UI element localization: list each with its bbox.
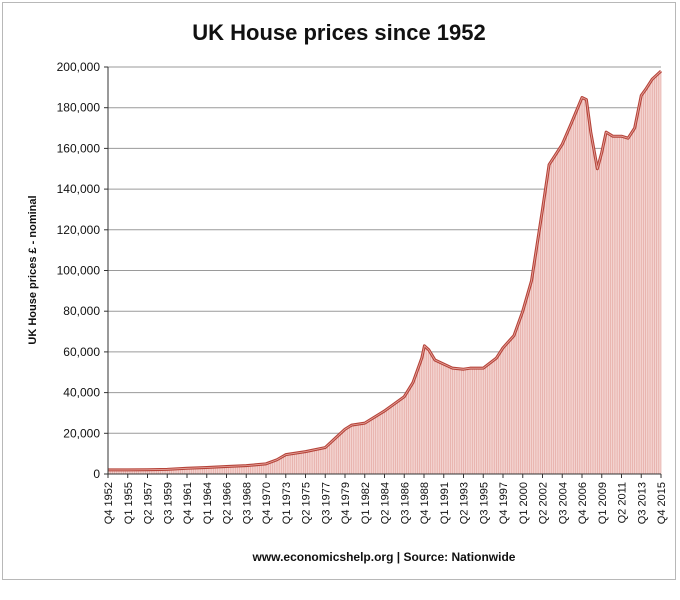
x-tick-label: Q4 1952 bbox=[103, 482, 115, 524]
x-tick-label: Q2 2011 bbox=[617, 482, 629, 523]
y-tick-label: 180,000 bbox=[57, 101, 101, 115]
x-tick-label: Q4 1970 bbox=[261, 482, 273, 524]
y-tick-label: 160,000 bbox=[57, 141, 101, 155]
x-tick-label: Q4 1988 bbox=[419, 482, 431, 524]
x-tick-label: Q3 2013 bbox=[636, 482, 648, 524]
y-tick-label: 200,000 bbox=[57, 60, 101, 74]
price-line-highlight bbox=[108, 70, 662, 471]
x-tick-label: Q1 1991 bbox=[439, 482, 451, 524]
source-caption: www.economicshelp.org | Source: Nationwi… bbox=[252, 550, 516, 564]
x-tick-label: Q1 1973 bbox=[281, 482, 293, 524]
y-tick-label: 140,000 bbox=[57, 182, 101, 196]
x-tick-label: Q4 1997 bbox=[498, 482, 510, 524]
x-tick-label: Q3 1968 bbox=[241, 482, 253, 524]
x-tick-label: Q2 1966 bbox=[222, 482, 234, 524]
x-tick-label: Q4 2006 bbox=[577, 482, 589, 524]
y-tick-label: 40,000 bbox=[63, 386, 100, 400]
x-tick-label: Q1 1955 bbox=[123, 482, 135, 524]
x-axis-ticks: Q4 1952 Q1 1955 Q2 1957 Q3 1959 Q4 1961 Q1 19… bbox=[103, 474, 668, 524]
y-tick-label: 60,000 bbox=[63, 345, 100, 359]
x-tick-label: Q2 1984 bbox=[380, 482, 392, 524]
y-tick-label: 80,000 bbox=[63, 304, 100, 318]
quarterly-columns bbox=[107, 71, 662, 474]
y-tick-label: 0 bbox=[93, 467, 100, 481]
y-axis-label: UK House prices £ - nominal bbox=[27, 195, 39, 344]
y-tick-label: 100,000 bbox=[57, 264, 101, 278]
x-tick-label: Q4 1979 bbox=[340, 482, 352, 524]
x-tick-label: Q2 2002 bbox=[538, 482, 550, 524]
x-tick-label: Q3 1995 bbox=[478, 482, 490, 524]
chart-title: UK House prices since 1952 bbox=[192, 20, 485, 45]
x-tick-label: Q3 1977 bbox=[320, 482, 332, 524]
x-tick-label: Q4 1961 bbox=[182, 482, 194, 524]
x-tick-label: Q2 1957 bbox=[143, 482, 155, 524]
area-fill bbox=[107, 69, 663, 474]
x-tick-label: Q1 1982 bbox=[360, 482, 372, 524]
y-axis-ticks: 0 20,000 40,000 60,000 80,000 100,000 120,000 1… bbox=[57, 60, 108, 481]
x-tick-label: Q2 1975 bbox=[301, 482, 313, 524]
x-tick-label: Q2 1993 bbox=[459, 482, 471, 524]
x-tick-label: Q1 2000 bbox=[518, 482, 530, 524]
y-tick-label: 20,000 bbox=[63, 426, 100, 440]
x-tick-label: Q4 2015 bbox=[656, 482, 668, 524]
x-tick-label: Q1 1964 bbox=[202, 482, 214, 524]
x-tick-label: Q3 2004 bbox=[557, 482, 569, 524]
x-tick-label: Q3 1986 bbox=[399, 482, 411, 524]
x-tick-label: Q1 2009 bbox=[597, 482, 609, 524]
x-tick-label: Q3 1959 bbox=[162, 482, 174, 524]
y-tick-label: 120,000 bbox=[57, 223, 101, 237]
